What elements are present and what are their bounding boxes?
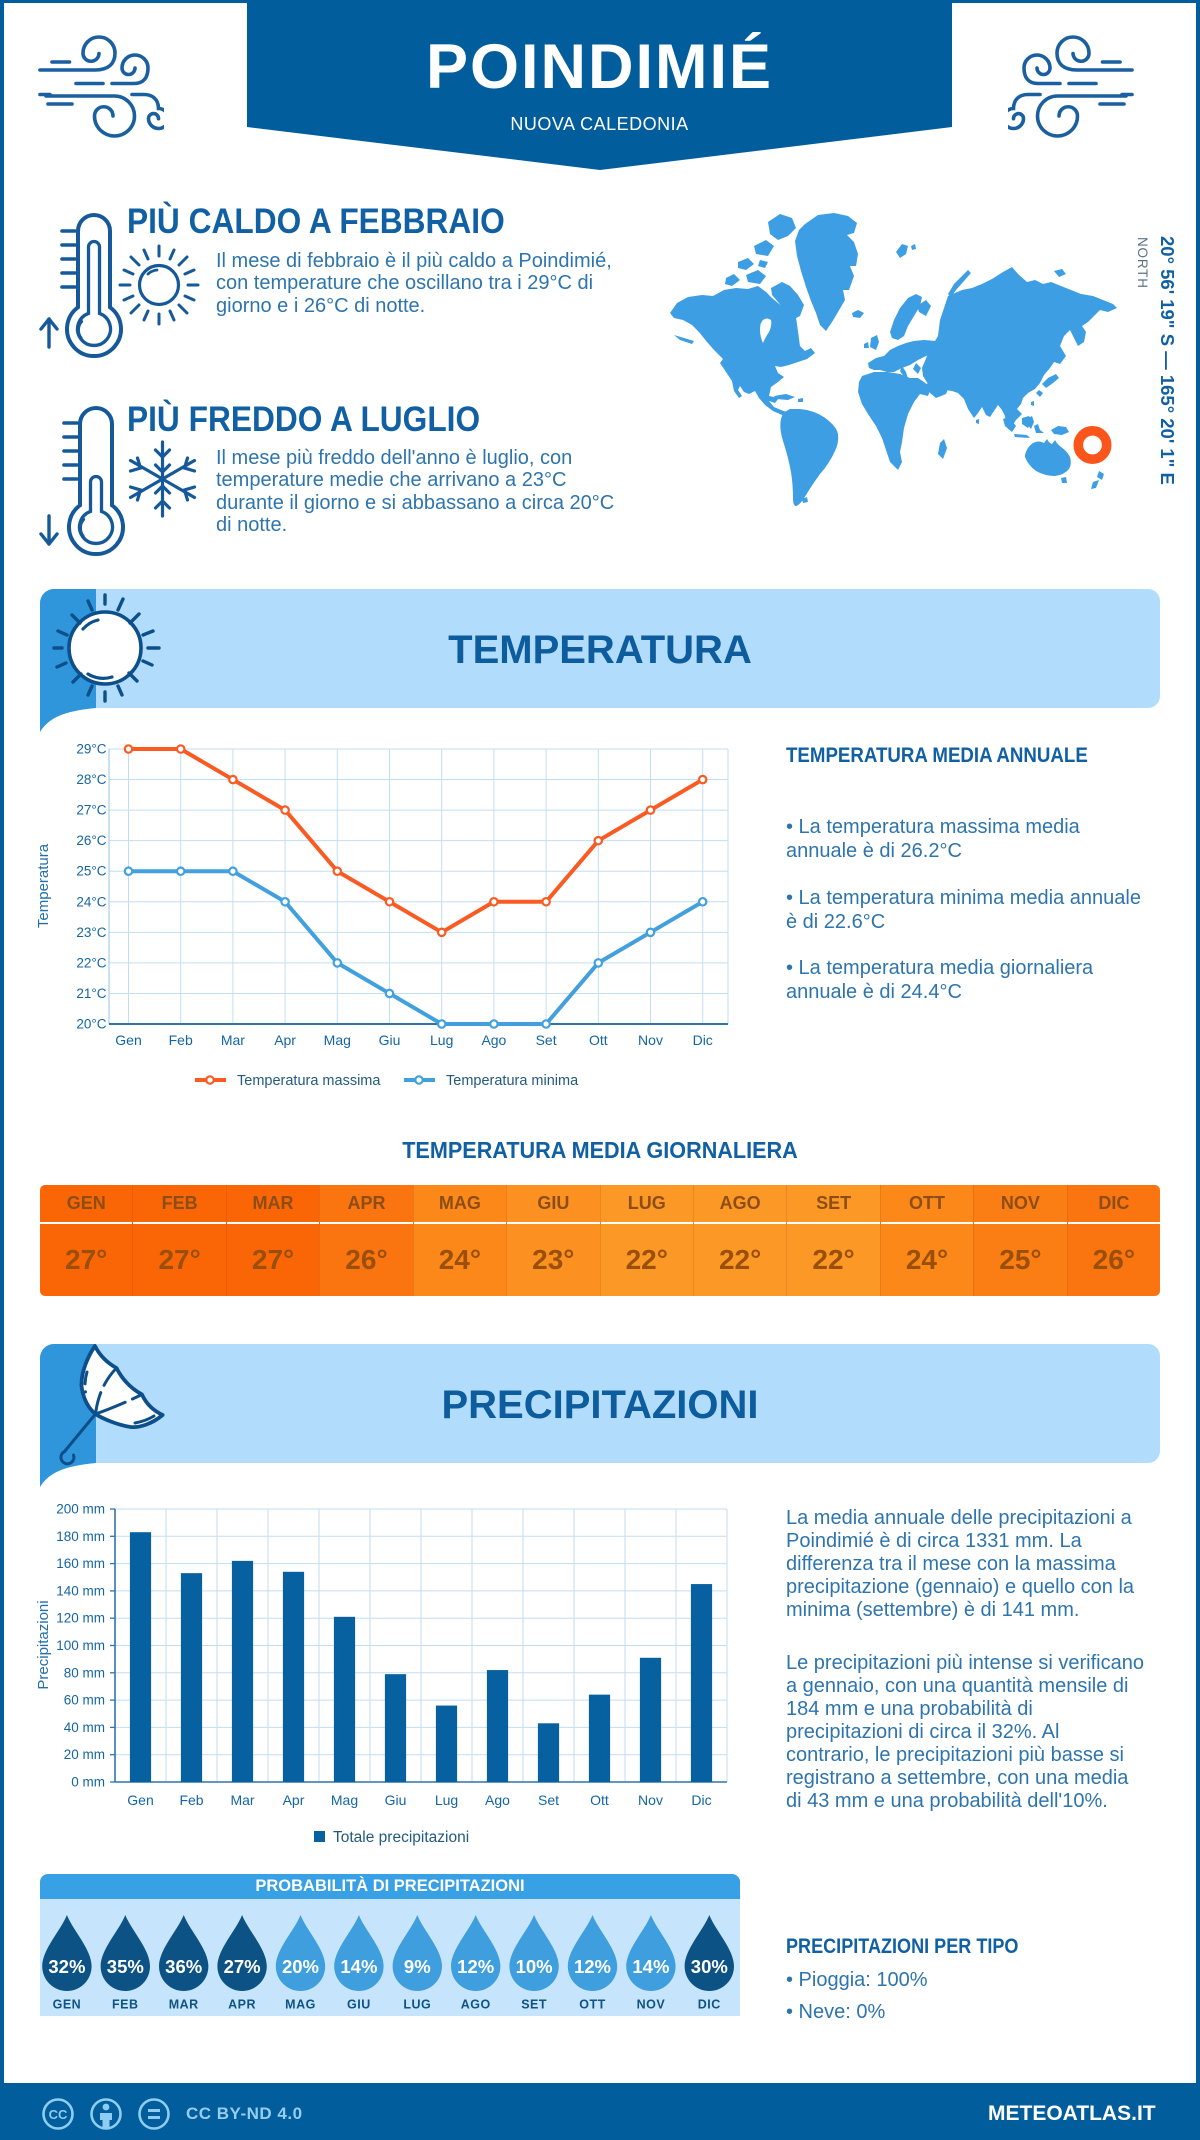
svg-text:GIU: GIU <box>347 1998 371 2012</box>
svg-text:Set: Set <box>538 1792 559 1808</box>
svg-text:Apr: Apr <box>274 1032 296 1048</box>
svg-text:10%: 10% <box>516 1956 553 1977</box>
svg-text:80 mm: 80 mm <box>64 1665 105 1680</box>
svg-text:Ott: Ott <box>589 1032 608 1048</box>
svg-text:APR: APR <box>228 1998 256 2012</box>
svg-text:100 mm: 100 mm <box>56 1638 105 1653</box>
svg-text:25°C: 25°C <box>76 864 106 879</box>
svg-text:Ago: Ago <box>485 1792 510 1808</box>
svg-text:14%: 14% <box>340 1956 377 1977</box>
svg-text:Gen: Gen <box>115 1032 141 1048</box>
svg-text:21°C: 21°C <box>76 986 106 1001</box>
svg-text:14%: 14% <box>632 1956 669 1977</box>
svg-text:0 mm: 0 mm <box>71 1775 105 1790</box>
svg-text:Temperatura: Temperatura <box>35 843 52 928</box>
svg-text:24°C: 24°C <box>76 894 106 909</box>
svg-text:Lug: Lug <box>435 1792 458 1808</box>
svg-text:SET: SET <box>521 1998 547 2012</box>
svg-text:Gen: Gen <box>127 1792 153 1808</box>
svg-text:36%: 36% <box>165 1956 202 1977</box>
svg-text:Ott: Ott <box>590 1792 609 1808</box>
svg-text:Feb: Feb <box>169 1032 193 1048</box>
svg-text:NOV: NOV <box>637 1998 666 2012</box>
svg-text:Mag: Mag <box>324 1032 351 1048</box>
svg-text:DIC: DIC <box>698 1998 721 2012</box>
svg-text:32%: 32% <box>48 1956 85 1977</box>
svg-text:CC: CC <box>49 2107 68 2122</box>
svg-text:30%: 30% <box>691 1956 728 1977</box>
svg-text:180 mm: 180 mm <box>56 1529 105 1544</box>
svg-text:Totale precipitazioni: Totale precipitazioni <box>333 1829 469 1846</box>
svg-text:29°C: 29°C <box>76 742 106 757</box>
svg-text:Apr: Apr <box>283 1792 305 1808</box>
svg-text:40 mm: 40 mm <box>64 1720 105 1735</box>
svg-text:Temperatura massima: Temperatura massima <box>237 1073 381 1089</box>
svg-text:20 mm: 20 mm <box>64 1747 105 1762</box>
svg-text:OTT: OTT <box>579 1998 606 2012</box>
svg-text:Precipitazioni: Precipitazioni <box>35 1600 52 1689</box>
svg-text:9%: 9% <box>404 1956 431 1977</box>
svg-text:12%: 12% <box>457 1956 494 1977</box>
svg-text:120 mm: 120 mm <box>56 1611 105 1626</box>
svg-text:MAG: MAG <box>285 1998 316 2012</box>
svg-text:140 mm: 140 mm <box>56 1583 105 1598</box>
svg-text:Mag: Mag <box>331 1792 358 1808</box>
svg-text:Set: Set <box>536 1032 557 1048</box>
svg-text:GEN: GEN <box>53 1998 82 2012</box>
svg-text:160 mm: 160 mm <box>56 1556 105 1571</box>
svg-text:Nov: Nov <box>638 1792 663 1808</box>
svg-text:Feb: Feb <box>179 1792 203 1808</box>
svg-text:200 mm: 200 mm <box>56 1502 105 1517</box>
svg-text:20°C: 20°C <box>76 1017 106 1032</box>
svg-text:Dic: Dic <box>693 1032 713 1048</box>
svg-text:Dic: Dic <box>691 1792 711 1808</box>
svg-text:26°C: 26°C <box>76 833 106 848</box>
svg-text:MAR: MAR <box>169 1998 199 2012</box>
svg-text:28°C: 28°C <box>76 772 106 787</box>
svg-text:27°C: 27°C <box>76 803 106 818</box>
svg-text:AGO: AGO <box>461 1998 491 2012</box>
svg-text:Mar: Mar <box>230 1792 254 1808</box>
svg-text:Nov: Nov <box>638 1032 663 1048</box>
svg-text:27%: 27% <box>224 1956 261 1977</box>
svg-text:LUG: LUG <box>403 1998 431 2012</box>
svg-text:60 mm: 60 mm <box>64 1693 105 1708</box>
svg-text:Mar: Mar <box>221 1032 245 1048</box>
svg-text:35%: 35% <box>107 1956 144 1977</box>
svg-text:Giu: Giu <box>379 1032 401 1048</box>
svg-text:Lug: Lug <box>430 1032 453 1048</box>
svg-text:22°C: 22°C <box>76 955 106 970</box>
svg-text:Ago: Ago <box>481 1032 506 1048</box>
svg-text:FEB: FEB <box>112 1998 139 2012</box>
svg-text:Temperatura minima: Temperatura minima <box>446 1073 579 1089</box>
svg-text:23°C: 23°C <box>76 925 106 940</box>
svg-text:12%: 12% <box>574 1956 611 1977</box>
svg-text:20%: 20% <box>282 1956 319 1977</box>
svg-text:Giu: Giu <box>385 1792 407 1808</box>
